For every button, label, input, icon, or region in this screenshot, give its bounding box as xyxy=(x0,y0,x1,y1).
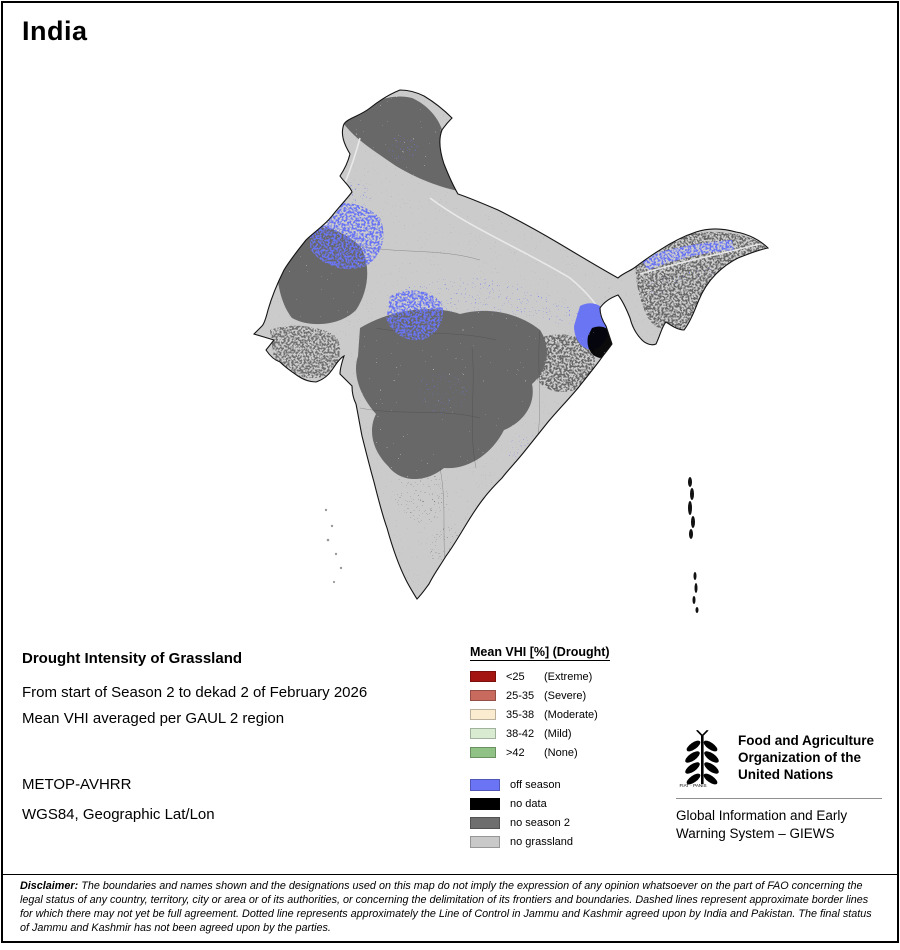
fao-logo-icon: FIAT · PANIS xyxy=(680,730,719,788)
legend-item: no data xyxy=(470,794,610,813)
map-projection: WGS84, Geographic Lat/Lon xyxy=(22,806,215,823)
giews-name: Global Information and Early Warning Sys… xyxy=(676,808,848,841)
disclaimer: Disclaimer: The boundaries and names sho… xyxy=(20,879,882,935)
legend-swatch xyxy=(470,816,500,829)
legend-swatch xyxy=(470,671,496,682)
disclaimer-divider xyxy=(2,874,898,875)
india-outline xyxy=(252,89,770,600)
page-title: India xyxy=(22,16,88,46)
legend-swatch xyxy=(470,728,496,739)
legend-item: 25-35 (Severe) xyxy=(470,686,610,705)
legend-swatch xyxy=(470,797,500,810)
disclaimer-prefix: Disclaimer: xyxy=(20,880,79,892)
legend-swatch xyxy=(470,690,496,701)
legend-item: <25 (Extreme) xyxy=(470,667,610,686)
legend-swatch xyxy=(470,778,500,791)
legend-item: 35-38 (Moderate) xyxy=(470,705,610,724)
map-aggregation: Mean VHI averaged per GAUL 2 region xyxy=(22,710,285,727)
legend: Mean VHI [%] (Drought) <25 (Extreme) 25-… xyxy=(470,643,610,851)
legend-swatch xyxy=(470,709,496,720)
legend-swatch xyxy=(470,835,500,848)
india-map-svg xyxy=(252,89,770,613)
map-subtitle: Drought Intensity of Grassland xyxy=(22,650,243,667)
legend-item: 38-42 (Mild) xyxy=(470,724,610,743)
legend-categories: off season no data no season 2 no grassl… xyxy=(470,775,610,851)
map-sensor: METOP-AVHRR xyxy=(22,776,132,793)
lakshadweep-islands xyxy=(324,508,343,584)
map-period: From start of Season 2 to dekad 2 of Feb… xyxy=(22,684,368,701)
fao-divider xyxy=(676,798,882,799)
legend-item: no grassland xyxy=(470,832,610,851)
fao-org-name: Food and Agriculture Organization of the… xyxy=(738,733,874,782)
legend-title: Mean VHI [%] (Drought) xyxy=(470,645,610,661)
disclaimer-body: The boundaries and names shown and the d… xyxy=(20,880,872,935)
legend-item: >42 (None) xyxy=(470,743,610,762)
fao-block: FIAT · PANIS Food and Agriculture Organi… xyxy=(676,729,882,843)
andaman-nicobar-islands xyxy=(688,477,699,613)
legend-drought-classes: <25 (Extreme) 25-35 (Severe) 35-38 (Mode… xyxy=(470,667,610,762)
legend-item: no season 2 xyxy=(470,813,610,832)
legend-swatch xyxy=(470,747,496,758)
svg-text:FIAT · PANIS: FIAT · PANIS xyxy=(680,783,707,788)
india-drought-map xyxy=(240,78,790,628)
map-fill-layers xyxy=(254,90,768,599)
legend-item: off season xyxy=(470,775,610,794)
